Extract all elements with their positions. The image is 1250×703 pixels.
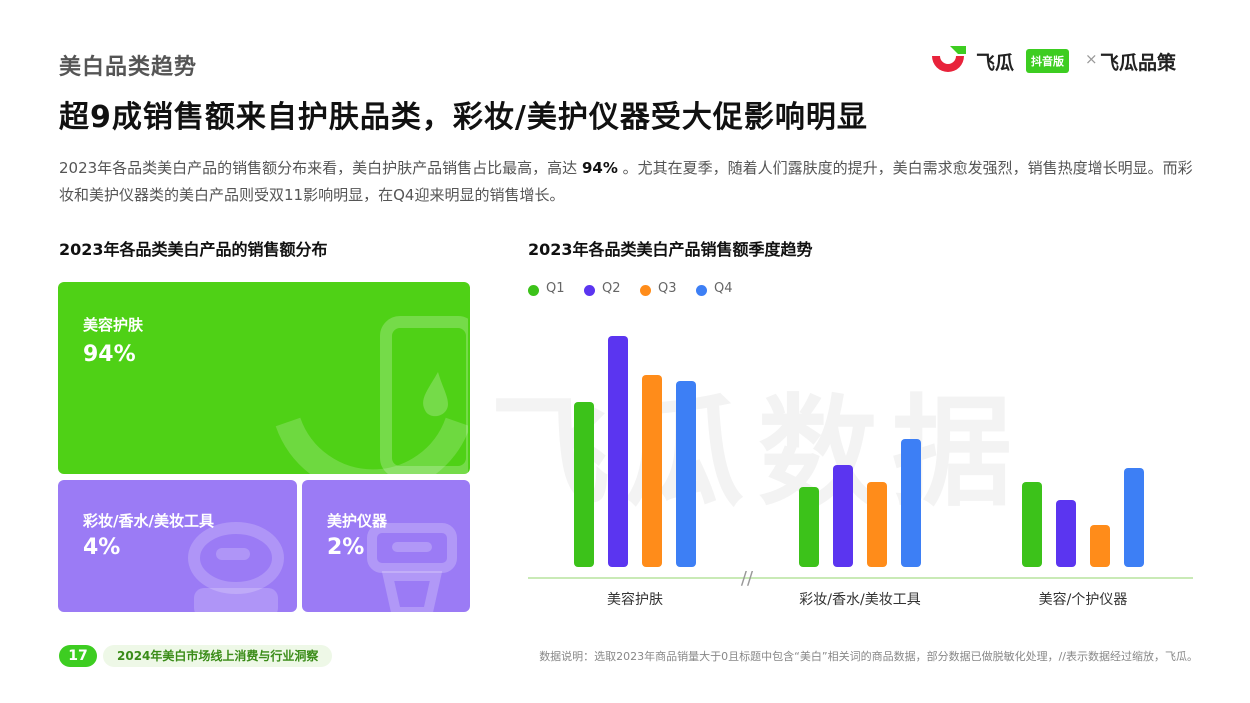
legend-label-q4: Q4 [714,281,733,296]
logo-badge: 抖音版 [1026,49,1069,73]
logo-separator: × [1085,50,1098,68]
feigua-logo-icon [932,46,966,72]
tile-skincare: 美容护肤 94% [58,282,470,474]
page-number: 17 [59,645,97,667]
legend-dot-q1 [528,285,539,296]
legend-dot-q4 [696,285,707,296]
headline: 超9成销售额来自护肤品类，彩妆/美护仪器受大促影响明显 [59,100,868,135]
tile-makeup: 彩妆/香水/美妆工具 4% [58,480,297,612]
quarterly-bar-chart: // 美容护肤 彩妆/香水/美妆工具 美容/个护仪器 [528,336,1193,608]
bar-device-q3 [1090,525,1110,567]
description-post: 。尤其在夏季，随着人们露肤度的提升，美白需求愈发强烈，销售热度增长明显。而彩妆和… [59,159,1193,204]
legend-label-q3: Q3 [658,281,677,296]
tile-makeup-value: 4% [83,535,121,560]
bar-skincare-q4 [676,381,696,567]
makeup-compact-icon [188,522,284,612]
chart-title: 2023年各品类美白产品销售额季度趋势 [528,240,813,259]
brand-logo: 飞瓜 抖音版 × 飞瓜品策 [928,44,1198,78]
bar-device-q4 [1124,468,1144,567]
logo-brand-text-2: 飞瓜品策 [1100,52,1177,74]
x-tick-label-device: 美容/个护仪器 [1039,591,1128,608]
tile-device: 美护仪器 2% [302,480,470,612]
legend-label-q2: Q2 [602,281,621,296]
treemap-title: 2023年各品类美白产品的销售额分布 [59,240,328,259]
legend-label-q1: Q1 [546,281,565,296]
bar-makeup-q2 [833,465,853,567]
data-footnote: 数据说明：选取2023年商品销量大于0且标题中包含“美白”相关词的商品数据，部分… [539,650,1198,663]
bar-makeup-q3 [867,482,887,567]
x-tick-label-makeup: 彩妆/香水/美妆工具 [799,592,920,608]
legend-dot-q2 [584,285,595,296]
legend-dot-q3 [640,285,651,296]
description: 2023年各品类美白产品的销售额分布来看，美白护肤产品销售占比最高，高达 94%… [59,155,1194,209]
cream-bottle-icon [275,316,468,474]
bar-skincare-q2 [608,336,628,567]
bar-skincare-q1 [574,402,594,567]
x-tick-label-skincare: 美容护肤 [607,591,663,608]
logo-brand-text: 飞瓜 [976,52,1015,74]
tile-device-label: 美护仪器 [327,512,388,530]
tile-skincare-value: 94% [83,342,136,367]
section-label: 美白品类趋势 [59,55,198,80]
description-highlight: 94% [581,159,618,177]
report-title: 2024年美白市场线上消费与行业洞察 [103,645,333,667]
tile-device-value: 2% [327,535,365,560]
bar-device-q1 [1022,482,1042,567]
axis-break-symbol: // [741,568,754,589]
tile-makeup-label: 彩妆/香水/美妆工具 [83,512,214,530]
bar-skincare-q3 [642,375,662,567]
beauty-device-icon [367,523,457,612]
bar-makeup-q4 [901,439,921,567]
bar-makeup-q1 [799,487,819,567]
description-pre: 2023年各品类美白产品的销售额分布来看，美白护肤产品销售占比最高，高达 [59,159,578,177]
tile-skincare-label: 美容护肤 [83,316,144,334]
bar-device-q2 [1056,500,1076,567]
